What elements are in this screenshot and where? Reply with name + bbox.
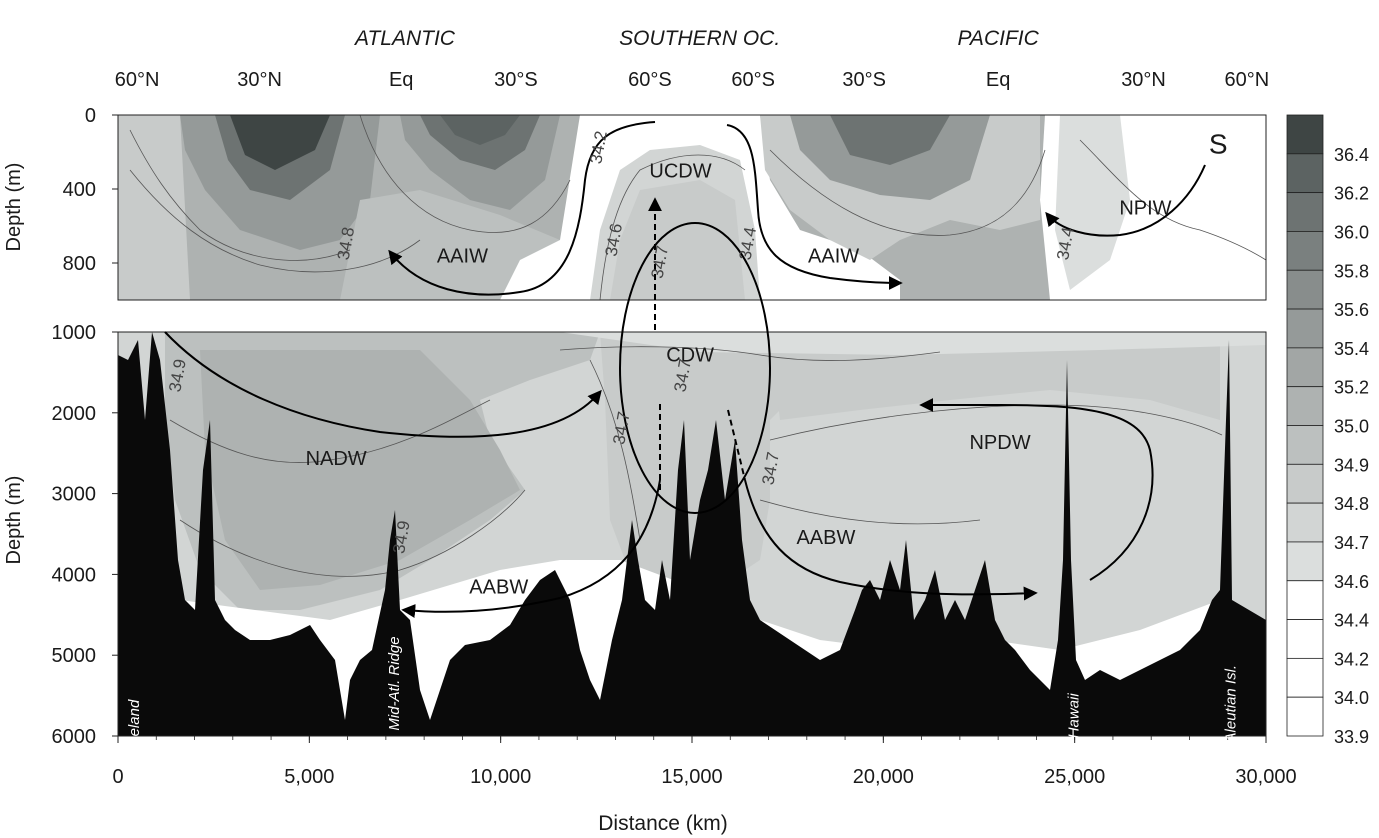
seafloor-topography (118, 332, 1266, 736)
y-tick-label: 1000 (52, 322, 97, 344)
colorbar-label: 35.0 (1334, 417, 1369, 437)
colorbar-swatch (1286, 347, 1324, 388)
colorbar-label: 35.4 (1334, 339, 1369, 359)
colorbar-label: 34.7 (1334, 533, 1369, 553)
latitude-labels: 60°N 30°N Eq 30°S 60°S 60°S 30°S Eq 30°N 60°N (115, 69, 1269, 91)
water-mass-labels: UCDW NPIW AAIW AAIW S CDW NADW NPDW AABW AABW (306, 128, 1228, 598)
latitude-label: Eq (389, 69, 413, 91)
latitude-label: 30°S (494, 69, 538, 91)
ocean-label: SOUTHERN OC. (619, 27, 780, 50)
x-tick-label: 5,000 (284, 766, 334, 788)
water-mass-label: UCDW (649, 161, 711, 183)
ocean-label: PACIFIC (957, 27, 1039, 50)
colorbar-label: 35.2 (1334, 378, 1369, 398)
colorbar-swatch (1286, 463, 1324, 504)
y-tick-label: 5000 (52, 645, 97, 667)
colorbar-swatch (1286, 153, 1324, 194)
y-tick-label: 800 (63, 253, 96, 275)
x-axis-title: Distance (km) (598, 812, 728, 835)
water-mass-label: CDW (666, 345, 714, 367)
latitude-label: 60°S (628, 69, 672, 91)
y-axis-lower: 1000 2000 3000 4000 5000 6000 (52, 322, 118, 748)
water-mass-label: AAIW (437, 246, 488, 268)
upper-panel (118, 115, 1266, 300)
colorbar-swatch (1286, 696, 1324, 737)
colorbar-label: 36.0 (1334, 222, 1369, 242)
colorbar-swatch (1286, 269, 1324, 310)
colorbar-swatch (1286, 502, 1324, 543)
colorbar-swatch (1286, 114, 1324, 155)
colorbar-label: 36.2 (1334, 184, 1369, 204)
colorbar-label: 34.4 (1334, 611, 1369, 631)
lower-panel (118, 332, 1266, 736)
colorbar-label: 33.9 (1334, 727, 1369, 747)
y-tick-label: 400 (63, 179, 96, 201)
water-mass-label: NPDW (969, 432, 1030, 454)
latitude-label: 30°N (1121, 69, 1166, 91)
y-tick-label: 4000 (52, 564, 97, 586)
colorbar-label: 34.9 (1334, 455, 1369, 475)
water-mass-label: NPIW (1119, 198, 1171, 220)
water-mass-label: S (1209, 128, 1228, 159)
colorbar-label: 34.2 (1334, 649, 1369, 669)
latitude-label: 60°N (115, 69, 160, 91)
colorbar-swatch (1286, 541, 1324, 582)
colorbar-swatch (1286, 657, 1324, 698)
colorbar-swatch (1286, 231, 1324, 271)
ocean-label: ATLANTIC (353, 27, 456, 50)
y-axis-title-upper: Depth (m) (3, 163, 25, 252)
y-tick-label: 0 (85, 105, 96, 127)
latitude-label: 60°S (731, 69, 775, 91)
colorbar-label: 35.6 (1334, 300, 1369, 320)
y-axis-upper: 0 400 800 (63, 105, 118, 275)
x-axis: 0 5,000 10,000 15,000 20,000 25,000 30,000 (112, 736, 1297, 788)
colorbar-label: 36.4 (1334, 145, 1369, 165)
topography-labels: Iceland Mid-Atl. Ridge Hawaii Aleutian Isl. (126, 636, 1239, 748)
colorbar-swatch (1286, 619, 1324, 659)
colorbar-label: 34.6 (1334, 572, 1369, 592)
topography-label: Mid-Atl. Ridge (386, 636, 403, 730)
colorbar-label: 34.0 (1334, 688, 1369, 708)
topography-label: Hawaii (1065, 693, 1082, 739)
latitude-label: 30°N (237, 69, 282, 91)
x-tick-label: 30,000 (1235, 766, 1296, 788)
water-mass-label: AABW (796, 527, 855, 549)
colorbar: 36.4 36.2 36.0 35.8 35.6 35.4 35.2 35.0 34.9 34.8… (1286, 114, 1369, 747)
x-tick-label: 0 (112, 766, 123, 788)
water-mass-label: AABW (469, 577, 528, 599)
colorbar-swatch (1286, 386, 1324, 426)
colorbar-swatch (1286, 425, 1324, 465)
latitude-label: 30°S (842, 69, 886, 91)
x-tick-label: 20,000 (853, 766, 914, 788)
water-mass-label: NADW (306, 448, 367, 470)
colorbar-label: 34.8 (1334, 494, 1369, 514)
y-tick-label: 3000 (52, 484, 97, 506)
latitude-label: Eq (986, 69, 1010, 91)
colorbar-swatch (1286, 308, 1324, 349)
x-tick-label: 10,000 (470, 766, 531, 788)
latitude-label: 60°N (1225, 69, 1270, 91)
ocean-labels: ATLANTIC SOUTHERN OC. PACIFIC (353, 27, 1040, 50)
topography-label: Iceland (126, 699, 143, 748)
upper-plot-frame (117, 114, 1267, 301)
y-axis-title-lower: Depth (m) (3, 476, 25, 565)
water-mass-label: AAIW (808, 246, 859, 268)
y-tick-label: 6000 (52, 726, 97, 748)
x-tick-label: 15,000 (661, 766, 722, 788)
colorbar-swatch (1286, 580, 1324, 620)
circulation-arrows (164, 121, 1206, 618)
colorbar-label: 35.8 (1334, 261, 1369, 281)
topography-label: Aleutian Isl. (1222, 665, 1239, 744)
y-tick-label: 2000 (52, 403, 97, 425)
x-tick-label: 25,000 (1044, 766, 1105, 788)
colorbar-swatch (1286, 192, 1324, 232)
